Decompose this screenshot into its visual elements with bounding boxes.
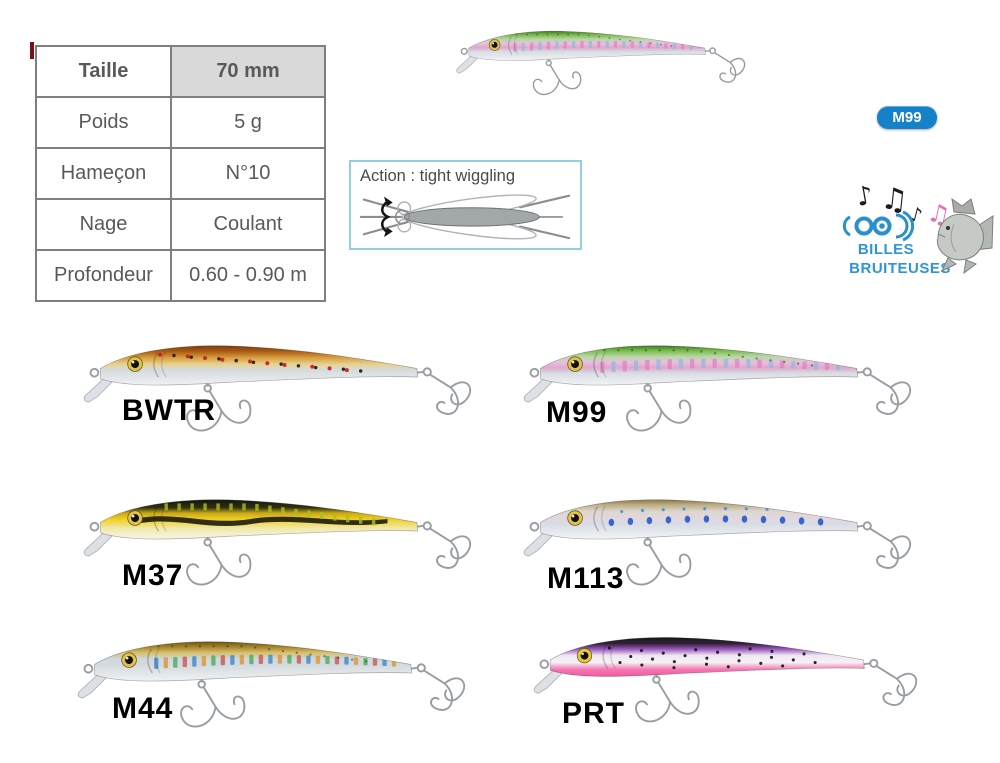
spec-row: Taille 70 mm	[35, 45, 326, 98]
color-code-badge: M99	[877, 106, 937, 129]
rattle-balls-icon	[842, 210, 915, 242]
spec-label-hamecon: Hameçon	[35, 147, 172, 200]
wiggle-arrow-icon	[380, 196, 393, 238]
spec-value-poids: 5 g	[170, 96, 326, 149]
spec-label-poids: Poids	[35, 96, 172, 149]
variant-code-m37: M37	[122, 559, 184, 592]
spec-value-profondeur: 0.60 - 0.90 m	[170, 249, 326, 302]
spec-row: Hameçon N°10	[35, 147, 326, 200]
action-box: Action : tight wiggling	[349, 160, 582, 250]
spec-row: Nage Coulant	[35, 198, 326, 251]
spec-value-hamecon: N°10	[170, 147, 326, 200]
lure-illustration-hero-m99	[452, 12, 752, 109]
logo-line2: BRUITEUSES	[849, 260, 951, 277]
lure-illustration-m99	[518, 320, 920, 450]
spec-row: Poids 5 g	[35, 96, 326, 149]
variant-code-m99: M99	[546, 396, 608, 429]
lure-illustration-m44	[72, 616, 474, 746]
svg-text:♪: ♪	[854, 180, 876, 212]
spec-value-nage: Coulant	[170, 198, 326, 251]
lure-illustration-prt	[528, 612, 926, 740]
spec-row: Profondeur 0.60 - 0.90 m	[35, 249, 326, 302]
logo-line1: BILLES	[858, 241, 914, 258]
spec-label-profondeur: Profondeur	[35, 249, 172, 302]
lure-illustration-bwtr	[78, 320, 480, 450]
spec-label-nage: Nage	[35, 198, 172, 251]
lure-illustration-m113	[518, 474, 920, 604]
lure-top-view	[394, 194, 540, 240]
variant-code-m113: M113	[547, 562, 625, 595]
fish-illustration	[936, 197, 994, 275]
variant-code-bwtr: BWTR	[122, 394, 216, 427]
variant-code-m44: M44	[112, 692, 174, 725]
spec-table: Taille 70 mm Poids 5 g Hameçon N°10 Nage…	[35, 45, 326, 302]
spec-label-taille: Taille	[35, 45, 172, 98]
variant-code-prt: PRT	[562, 697, 625, 730]
lure-illustration-m37	[78, 474, 480, 604]
table-corner-mark	[30, 42, 34, 59]
action-title: Action : tight wiggling	[360, 167, 516, 185]
hero-lure-image	[452, 12, 1000, 192]
wiggling-action-diagram	[359, 194, 570, 240]
billes-bruiteuses-logo: ♪ ♫ ♪ ♫ BILLES BRUITEUSES	[842, 180, 994, 277]
spec-value-taille: 70 mm	[170, 45, 326, 98]
